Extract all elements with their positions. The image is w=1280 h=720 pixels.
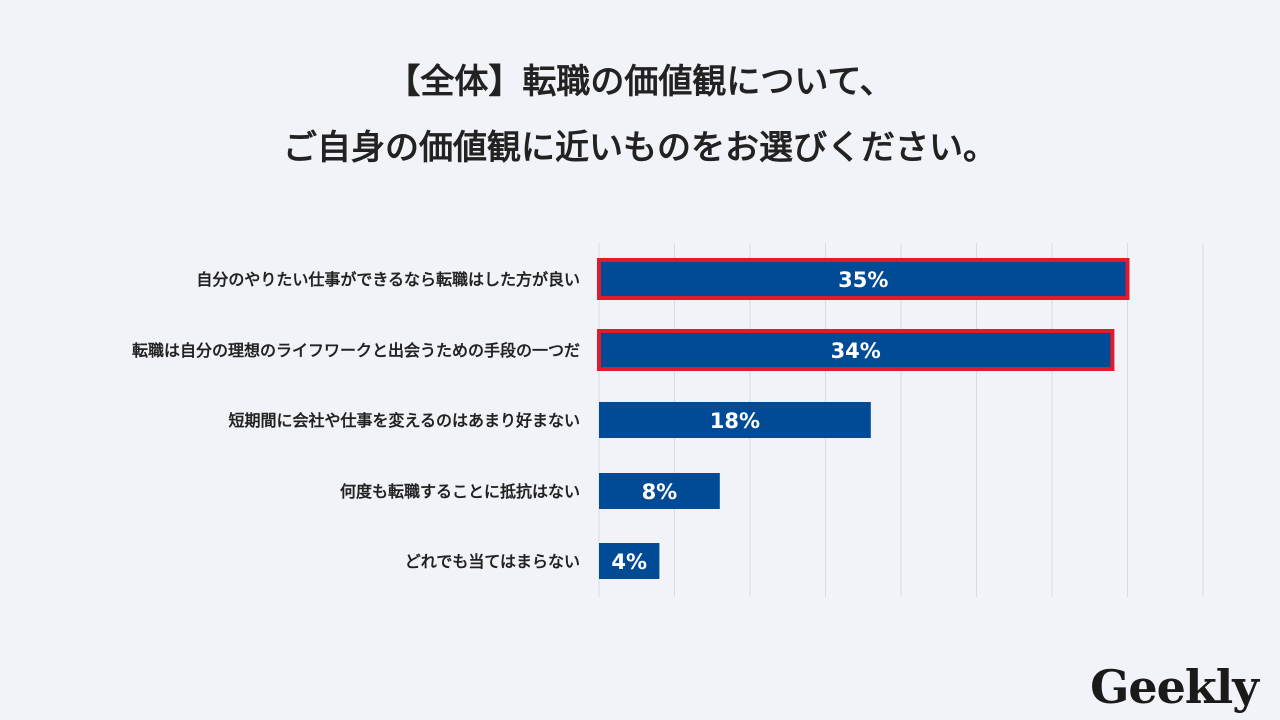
value-label: 34% [831,339,881,363]
category-label: 自分のやりたい仕事ができるなら転職はした方が良い [196,270,580,289]
category-label: 何度も転職することに抵抗はない [340,482,580,501]
bar-highlight-border [597,329,1115,371]
chart-title-line-2: ご自身の価値観に近いものをお選びください。 [283,128,997,168]
value-label: 8% [642,480,678,504]
value-label: 18% [710,409,760,433]
bar [599,332,1113,368]
bar [599,261,1128,297]
bar-highlight-border [597,258,1130,300]
geekly-logo: Geekly [1090,660,1259,714]
category-label: 短期間に会社や仕事を変えるのはあまり好まない [228,411,580,430]
bar [599,473,720,509]
category-label: どれでも当てはまらない [405,552,580,571]
bar [599,543,660,579]
bar [599,402,871,438]
value-label: 35% [838,268,888,292]
category-label: 転職は自分の理想のライフワークと出会うための手段の一つだ [132,341,580,360]
chart-title-line-1: 【全体】転職の価値観について、 [386,62,894,102]
value-label: 4% [611,550,647,574]
